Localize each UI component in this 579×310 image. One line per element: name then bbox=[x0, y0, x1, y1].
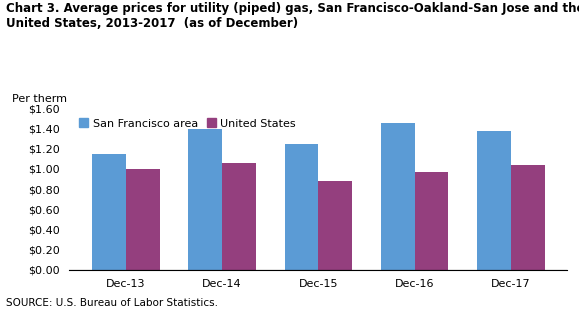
Text: Chart 3. Average prices for utility (piped) gas, San Francisco-Oakland-San Jose : Chart 3. Average prices for utility (pip… bbox=[6, 2, 579, 15]
Bar bbox=[318, 181, 352, 270]
Bar bbox=[511, 165, 545, 270]
Text: United States, 2013-2017  (as of December): United States, 2013-2017 (as of December… bbox=[6, 17, 298, 30]
Bar bbox=[477, 131, 511, 270]
Text: Per therm: Per therm bbox=[12, 94, 67, 104]
Text: SOURCE: U.S. Bureau of Labor Statistics.: SOURCE: U.S. Bureau of Labor Statistics. bbox=[6, 299, 218, 308]
Bar bbox=[126, 169, 160, 270]
Bar bbox=[415, 172, 449, 270]
Bar bbox=[92, 154, 126, 270]
Bar bbox=[188, 129, 222, 270]
Bar bbox=[381, 122, 415, 270]
Bar bbox=[222, 163, 256, 270]
Bar bbox=[285, 144, 318, 270]
Legend: San Francisco area, United States: San Francisco area, United States bbox=[75, 114, 301, 133]
